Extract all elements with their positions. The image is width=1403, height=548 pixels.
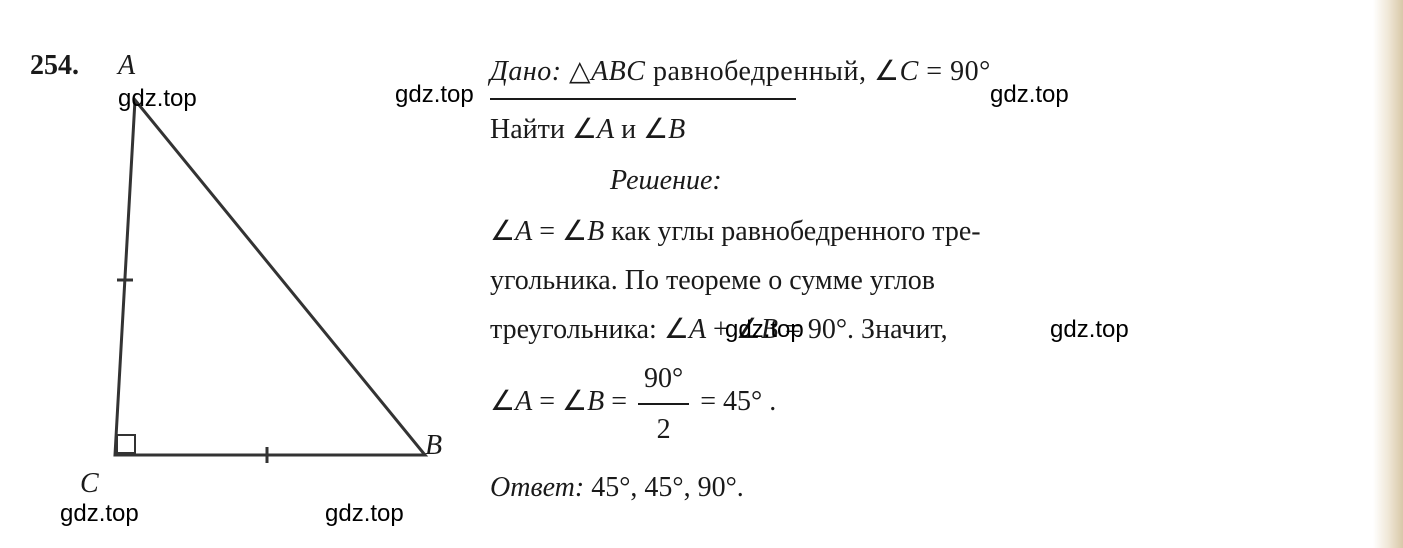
find-line: Найти ∠A и ∠B xyxy=(490,98,796,154)
triangle-diagram xyxy=(95,85,435,475)
find-text: ∠A и ∠B xyxy=(565,114,685,145)
answer-text: 45°, 45°, 90°. xyxy=(584,472,744,503)
problem-number: 254. xyxy=(30,50,79,82)
answer-label: Ответ: xyxy=(490,472,584,503)
solution-line-1: ∠A = ∠B как углы равнобедренного тре- xyxy=(490,216,981,247)
fraction-numerator: 90° xyxy=(638,354,689,405)
solution-line-3: треугольника: ∠A + ∠B = 90°. Значит, xyxy=(490,314,948,345)
watermark: gdz.top xyxy=(990,75,1069,116)
given-line: Дано: △ABC равнобедренный, ∠C = 90° xyxy=(490,48,1373,96)
solution-line-4: ∠A = ∠B = 90°2 = 45° . xyxy=(490,386,776,417)
right-panel: gdz.top gdz.top gdz.top gdz.top Дано: △A… xyxy=(490,30,1373,518)
watermark: gdz.top xyxy=(395,75,474,116)
watermark: gdz.top xyxy=(325,500,404,528)
solution-label: Решение: xyxy=(490,157,1373,205)
solution-line-2: угольника. По теореме о сумме углов xyxy=(490,265,935,296)
fraction-denominator: 2 xyxy=(638,405,689,454)
watermark: gdz.top xyxy=(118,85,197,113)
left-panel: 254. A C B gdz.top gdz.top gdz.top xyxy=(30,30,450,510)
given-label: Дано: xyxy=(490,56,562,87)
answer-line: Ответ: 45°, 45°, 90°. xyxy=(490,464,1373,512)
solution-body: ∠A = ∠B как углы равнобедренного тре- уг… xyxy=(490,207,1373,454)
given-text: △ABC равнобедренный, ∠C = 90° xyxy=(562,56,991,87)
find-label: Найти xyxy=(490,114,565,145)
watermark: gdz.top xyxy=(725,310,804,351)
watermark: gdz.top xyxy=(60,500,139,528)
page-edge-shadow xyxy=(1373,0,1403,548)
vertex-label-A: A xyxy=(118,50,135,82)
watermark: gdz.top xyxy=(1050,310,1129,351)
